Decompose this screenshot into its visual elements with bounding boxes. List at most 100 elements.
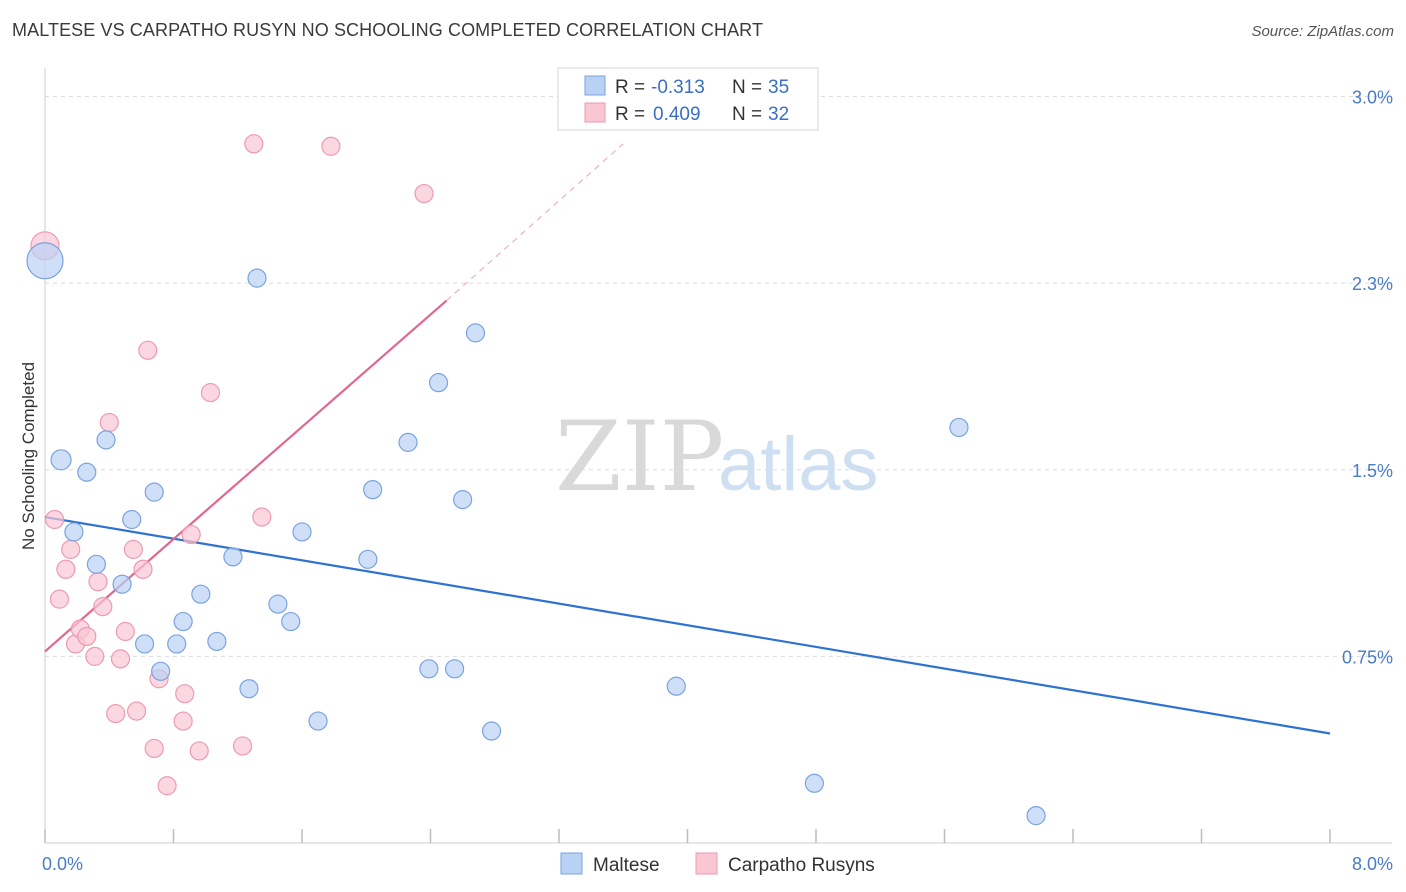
- maltese-point-30: [481, 721, 502, 741]
- maltese-point-4: [86, 554, 107, 574]
- maltese-point-20: [292, 522, 312, 542]
- watermark-atlas: atlas: [718, 422, 879, 507]
- carpatho-point-12: [106, 704, 126, 724]
- legend-n-value-maltese: 35: [768, 77, 789, 98]
- trend-line-carpatho: [44, 299, 448, 653]
- carpatho-point-26: [200, 383, 221, 403]
- maltese-point-29: [465, 323, 486, 343]
- maltese-point-31: [666, 676, 686, 696]
- y-axis-label: No Schooling Completed: [19, 362, 38, 550]
- carpatho-point-18: [138, 340, 158, 360]
- legend-n-value-carpatho: 32: [768, 104, 789, 125]
- legend-n-label-maltese: N =: [732, 77, 762, 98]
- y-tick-label-0: 0.75%: [1342, 647, 1393, 667]
- maltese-point-28: [453, 490, 473, 510]
- legend-r-label-maltese: R =: [615, 77, 645, 98]
- maltese-point-16: [239, 679, 259, 699]
- carpatho-point-29: [252, 507, 272, 527]
- axes: [44, 68, 1392, 844]
- maltese-point-14: [207, 631, 227, 652]
- grid-lines: [45, 96, 1392, 657]
- carpatho-point-23: [175, 684, 195, 704]
- bottom-legend-label-carpatho: Carpatho Rusyns: [728, 855, 875, 876]
- trend-lines: [44, 143, 1331, 735]
- maltese-point-15: [223, 547, 243, 567]
- maltese-point-3: [64, 522, 84, 542]
- y-tick-label-3: 3.0%: [1352, 88, 1393, 108]
- carpatho-point-8: [85, 646, 105, 666]
- carpatho-point-21: [157, 776, 177, 796]
- carpatho-points: [30, 134, 434, 796]
- x-tick-label-0: 0.0%: [42, 854, 83, 874]
- carpatho-point-28: [244, 134, 264, 154]
- maltese-point-24: [398, 432, 418, 452]
- carpatho-point-7: [77, 626, 97, 647]
- maltese-point-8: [134, 634, 155, 654]
- maltese-point-22: [358, 549, 378, 569]
- maltese-point-1: [50, 449, 72, 471]
- maltese-point-9: [144, 482, 164, 502]
- bottom-legend-swatch-maltese: [560, 852, 583, 875]
- maltese-point-26: [428, 373, 449, 393]
- carpatho-point-24: [181, 524, 201, 545]
- x-tick-label-1: 8.0%: [1352, 854, 1393, 874]
- carpatho-point-2: [49, 589, 70, 609]
- y-tick-label-1: 1.5%: [1352, 461, 1393, 481]
- maltese-point-12: [173, 611, 193, 632]
- carpatho-point-22: [173, 711, 193, 731]
- trend-line-carpatho-extension: [446, 143, 624, 301]
- maltese-point-10: [151, 661, 171, 681]
- x-tick-labels: 0.0% 8.0%: [42, 854, 1393, 874]
- maltese-point-5: [96, 430, 116, 450]
- bottom-legend-swatch-carpatho: [695, 852, 718, 875]
- maltese-point-33: [804, 773, 824, 793]
- maltese-point-23: [363, 480, 383, 500]
- carpatho-point-31: [414, 183, 434, 204]
- legend-r-value-maltese: -0.313: [651, 77, 705, 98]
- carpatho-point-11: [99, 412, 119, 433]
- maltese-point-6: [122, 509, 142, 530]
- carpatho-point-3: [56, 559, 76, 579]
- maltese-point-0: [26, 242, 64, 280]
- carpatho-point-19: [144, 738, 164, 759]
- maltese-points: [26, 242, 1046, 826]
- maltese-point-27: [444, 659, 465, 679]
- carpatho-point-27: [232, 736, 253, 756]
- maltese-point-18: [268, 594, 288, 614]
- carpatho-point-25: [189, 741, 209, 761]
- legend-n-label-carpatho: N =: [732, 104, 762, 125]
- carpatho-point-14: [115, 621, 135, 642]
- carpatho-point-4: [61, 539, 81, 559]
- maltese-point-17: [247, 268, 267, 288]
- bottom-legend-label-maltese: Maltese: [593, 855, 660, 876]
- legend-r-label-carpatho: R =: [615, 104, 645, 125]
- maltese-point-7: [112, 574, 132, 594]
- maltese-point-21: [308, 711, 328, 731]
- y-tick-label-2: 2.3%: [1352, 274, 1393, 294]
- stats-legend: R = -0.313 N = 35 R = 0.409 N = 32: [557, 67, 819, 131]
- legend-swatch-maltese: [584, 75, 606, 96]
- carpatho-point-13: [110, 649, 131, 669]
- maltese-point-13: [191, 584, 211, 604]
- watermark: ZIP atlas: [555, 401, 879, 513]
- maltese-point-11: [167, 634, 187, 654]
- y-tick-labels: 0.75% 1.5% 2.3% 3.0%: [1342, 88, 1393, 668]
- chart-title: MALTESE VS CARPATHO RUSYN NO SCHOOLING C…: [12, 20, 764, 40]
- legend-r-value-carpatho: 0.409: [653, 104, 701, 125]
- maltese-point-19: [281, 611, 301, 632]
- maltese-point-2: [77, 462, 97, 482]
- watermark-zip: ZIP: [555, 401, 724, 513]
- maltese-point-25: [419, 659, 439, 679]
- carpatho-point-15: [123, 539, 143, 559]
- maltese-point-34: [1026, 806, 1046, 826]
- maltese-point-32: [949, 417, 969, 438]
- carpatho-point-9: [88, 572, 108, 592]
- carpatho-point-17: [133, 559, 153, 579]
- carpatho-point-30: [321, 136, 341, 156]
- legend-swatch-carpatho: [584, 102, 606, 123]
- carpatho-point-16: [126, 701, 147, 721]
- series-legend: Maltese Carpatho Rusyns: [560, 852, 875, 876]
- source-label: Source: ZipAtlas.com: [1251, 23, 1394, 40]
- trend-line-maltese: [44, 515, 1331, 735]
